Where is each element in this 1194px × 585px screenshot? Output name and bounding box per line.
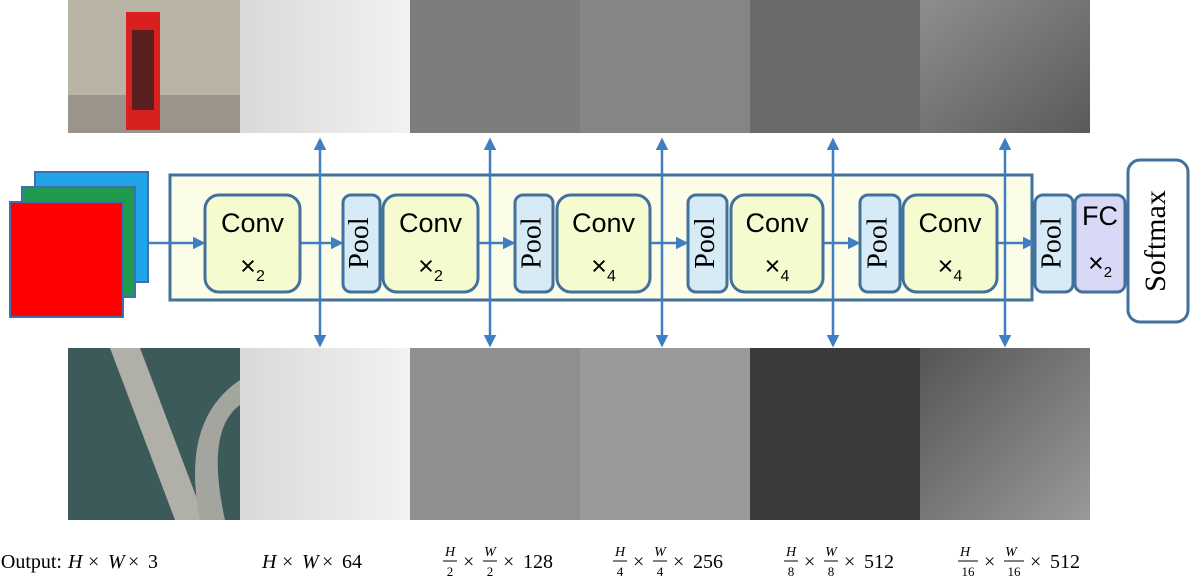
pool-label: Pool (516, 217, 547, 269)
times-sign: × (322, 551, 333, 573)
dim-channels: 3 (148, 551, 158, 573)
times-sign: × (804, 551, 815, 573)
output-dim: H×W×3 (67, 551, 158, 573)
repeat-factor: 2 (256, 268, 265, 285)
times-sign: × (282, 551, 293, 573)
dim-channels: 512 (1050, 551, 1080, 573)
dim-channels: 256 (693, 551, 723, 573)
dim-symbol: W (302, 551, 321, 573)
dim-symbol: H (67, 551, 84, 573)
dim-numerator: W (825, 545, 838, 560)
dim-symbol: H (261, 551, 278, 573)
diagram: Conv×2PoolConv×2PoolConv×4PoolConv×4Pool… (0, 0, 1194, 585)
times-sign: × (673, 551, 684, 573)
pool-label: Pool (690, 217, 721, 269)
conv-label: Conv (918, 208, 982, 238)
times-sign: × (463, 551, 474, 573)
dim-denominator: 16 (962, 564, 976, 579)
times-sign: × (503, 551, 514, 573)
dim-channels: 512 (864, 551, 894, 573)
times-sign: × (938, 251, 954, 281)
pool-label: Pool (344, 217, 375, 269)
dim-numerator: W (484, 545, 497, 560)
output-dim: H 8 × W 8 × 512 (784, 545, 894, 579)
dim-denominator: 4 (617, 564, 624, 579)
repeat-factor: 4 (607, 268, 616, 285)
dim-denominator: 8 (828, 564, 835, 579)
softmax-label: Softmax (1139, 190, 1172, 292)
dim-channels: 64 (342, 551, 362, 573)
dim-numerator: H (444, 545, 456, 560)
output-label: Output: (1, 551, 62, 573)
conv-label: Conv (572, 208, 636, 238)
pool-label: Pool (1036, 217, 1067, 269)
conv-label: Conv (399, 208, 463, 238)
dim-symbol: W (108, 551, 127, 573)
times-sign: × (88, 551, 99, 573)
times-sign: × (591, 251, 607, 281)
times-sign: × (240, 251, 256, 281)
times-sign: × (844, 551, 855, 573)
repeat-factor: 4 (780, 268, 789, 285)
conv-label: Conv (221, 208, 285, 238)
repeat-factor: 2 (1104, 264, 1112, 281)
conv-label: Conv (745, 208, 809, 238)
times-sign: × (128, 551, 139, 573)
dim-numerator: H (614, 545, 626, 560)
times-sign: × (1030, 551, 1041, 573)
dim-numerator: W (654, 545, 667, 560)
fc-label: FC (1082, 201, 1118, 231)
output-dim: H 2 × W 2 × 128 (443, 545, 553, 579)
output-dim: H 16 × W 16 × 512 (958, 545, 1080, 579)
dim-channels: 128 (523, 551, 553, 573)
dim-denominator: 8 (788, 564, 795, 579)
times-sign: × (633, 551, 644, 573)
dim-denominator: 16 (1008, 564, 1022, 579)
repeat-factor: 2 (434, 268, 443, 285)
times-sign: × (1088, 248, 1104, 278)
dim-numerator: H (959, 545, 971, 560)
output-dim: H 4 × W 4 × 256 (613, 545, 723, 579)
pool-label: Pool (862, 217, 893, 269)
input-volume (10, 172, 148, 317)
times-sign: × (984, 551, 995, 573)
dim-numerator: W (1005, 545, 1018, 560)
times-sign: × (765, 251, 781, 281)
repeat-factor: 4 (953, 268, 962, 285)
dim-denominator: 2 (447, 564, 454, 579)
dim-denominator: 4 (657, 564, 664, 579)
dim-denominator: 2 (487, 564, 494, 579)
output-dim: H×W×64 (261, 551, 362, 573)
bottom-images (68, 348, 1090, 520)
times-sign: × (418, 251, 434, 281)
dim-numerator: H (785, 545, 797, 560)
top-images (68, 0, 1090, 133)
